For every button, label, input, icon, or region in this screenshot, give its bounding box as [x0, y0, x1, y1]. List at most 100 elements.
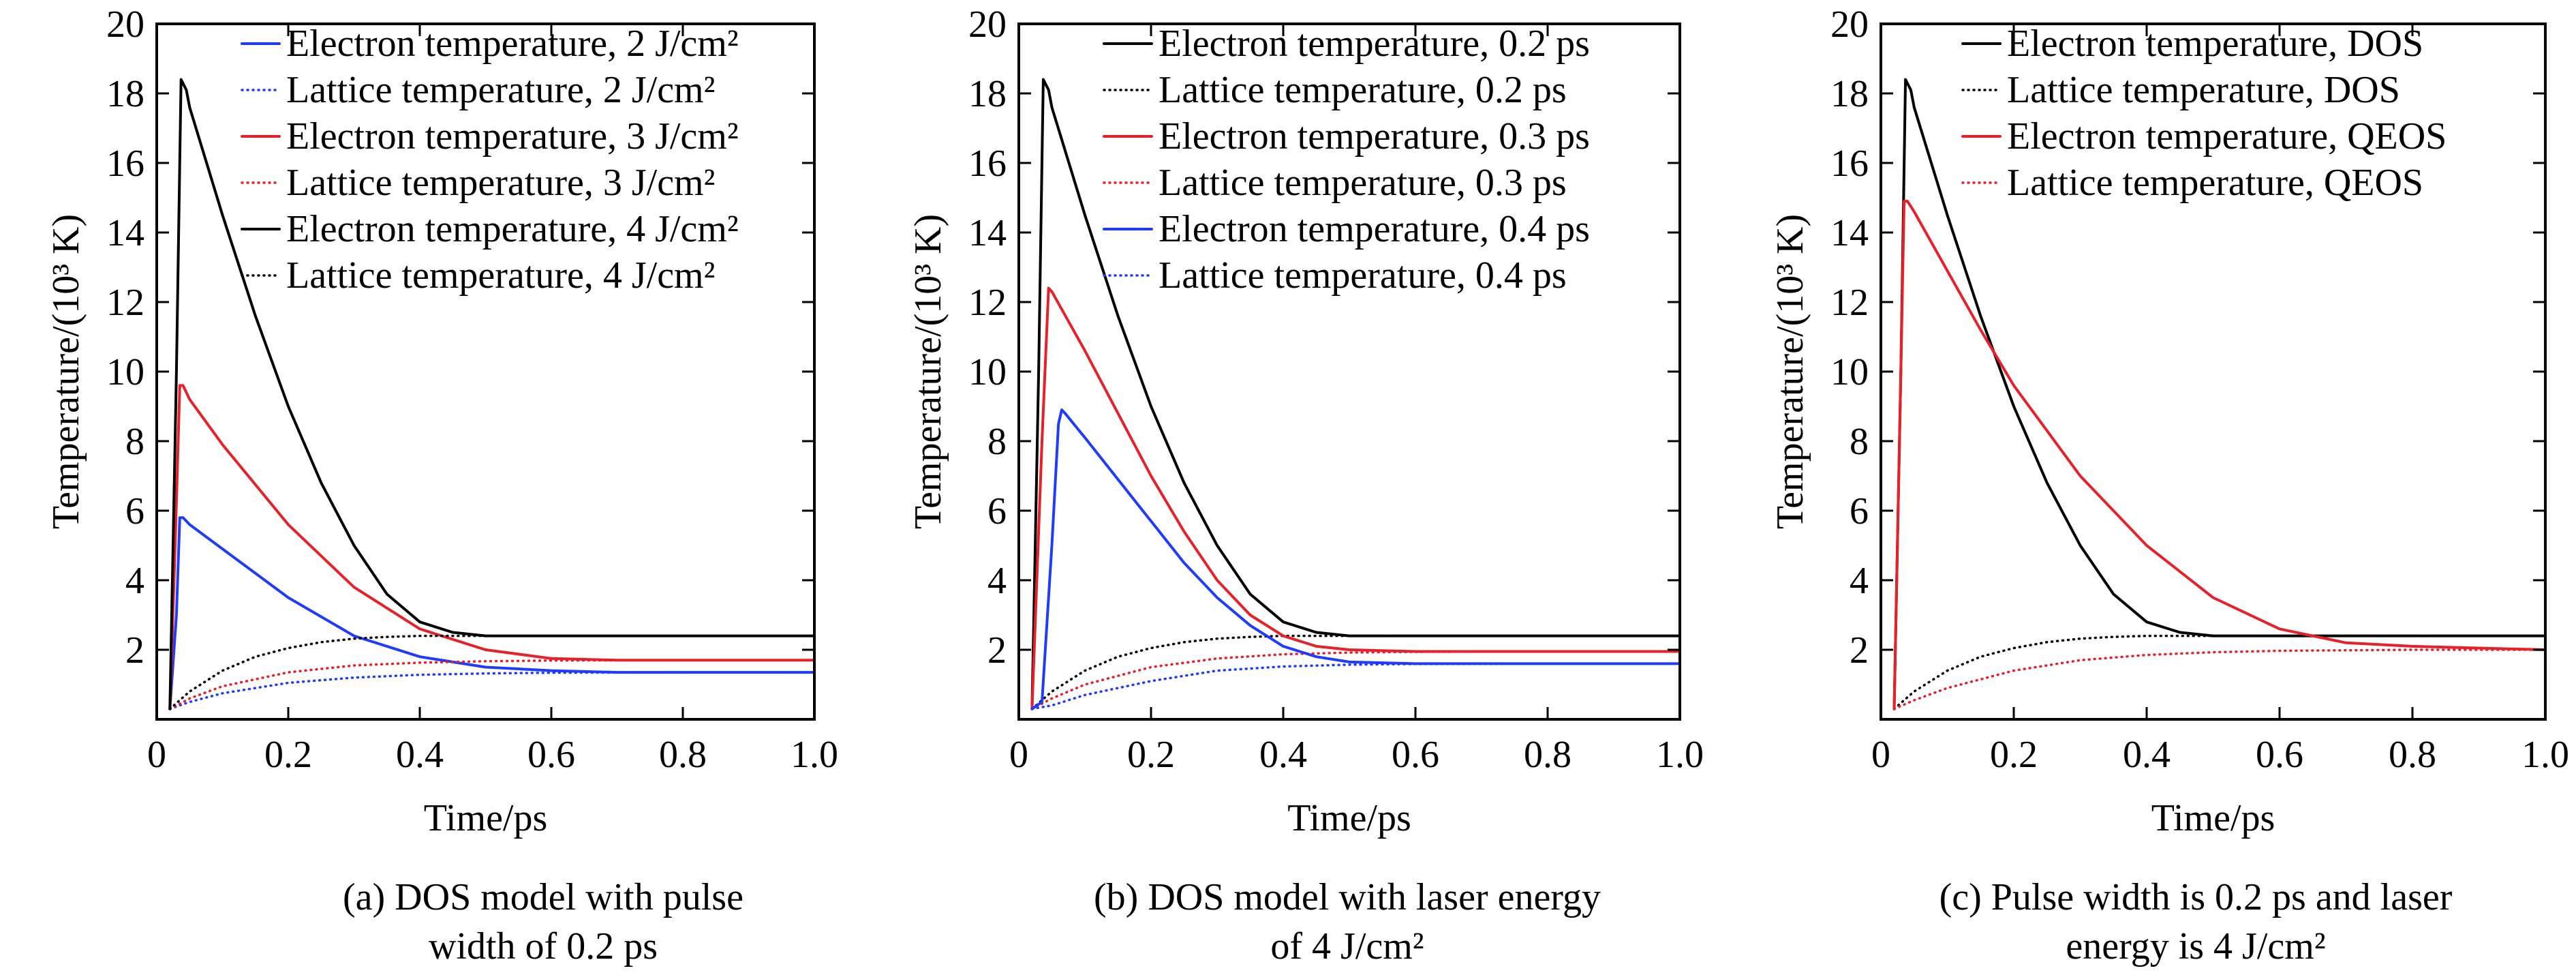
legend-label-5: Electron temperature, 0.4 ps [1159, 208, 1590, 250]
legend-label-4: Lattice temperature, QEOS [2007, 162, 2423, 204]
series-group [168, 78, 814, 710]
y-tick-label: 12 [106, 282, 144, 324]
caption-b-line2: of 4 J/cm² [1270, 925, 1424, 967]
caption-c-line2: energy is 4 J/cm² [2066, 925, 2326, 967]
legend-label-1: Electron temperature, 0.2 ps [1159, 22, 1590, 65]
caption-c-line1: (c) Pulse width is 0.2 ps and laser [1939, 876, 2453, 918]
x-tick-label: 0.6 [2256, 734, 2303, 776]
legend-label-6: Lattice temperature, 0.4 ps [1159, 254, 1567, 297]
x-tick-label: 1.0 [1656, 734, 1704, 776]
x-tick-label: 0.4 [1259, 734, 1307, 776]
x-tick-label: 0.8 [1524, 734, 1571, 776]
series-group [1892, 78, 2545, 710]
legend-label-1: Electron temperature, 2 J/cm² [286, 22, 739, 65]
y-tick-label: 10 [106, 351, 144, 393]
series-line-1 [1892, 78, 2545, 710]
y-tick-label: 16 [1830, 142, 1869, 185]
legend-label-3: Electron temperature, QEOS [2007, 115, 2447, 158]
x-tick-label: 0.4 [396, 734, 444, 776]
chart-panel-b: 0 0.2 0.4 0.6 0.8 1.0 2 4 6 8 10 12 14 16 18 20 Time/ps T… [907, 3, 1704, 839]
x-tick-label: 0 [147, 734, 166, 776]
series-line-2 [1892, 634, 2545, 710]
x-tick-label: 0.8 [2389, 734, 2436, 776]
x-axis-label: Time/ps [2151, 797, 2275, 839]
series-line-3 [1030, 286, 1680, 710]
x-axis-label: Time/ps [1287, 797, 1411, 839]
y-tick-label: 18 [1830, 73, 1869, 115]
caption-a-line2: width of 0.2 ps [429, 925, 658, 967]
x-tick-label: 0.6 [1392, 734, 1439, 776]
y-axis-label: Temperature/(10³ K) [907, 214, 949, 529]
legend-label-2: Lattice temperature, 2 J/cm² [286, 69, 715, 111]
series-line-2 [168, 671, 814, 710]
x-tick-label: 0.8 [659, 734, 707, 776]
legend-label-2: Lattice temperature, DOS [2007, 69, 2400, 111]
legend-label-3: Electron temperature, 3 J/cm² [286, 115, 739, 158]
x-tick-label: 0.2 [1990, 734, 2038, 776]
series-line-6 [1030, 662, 1680, 710]
y-tick-label: 6 [987, 490, 1007, 532]
series-line-5 [1030, 408, 1680, 710]
legend-label-1: Electron temperature, DOS [2007, 22, 2423, 65]
series-line-1 [1030, 78, 1680, 710]
y-axis-label: Temperature/(10³ K) [1769, 214, 1811, 529]
y-tick-label: 14 [1830, 212, 1869, 254]
y-tick-label: 10 [1830, 351, 1869, 393]
series-line-4 [1892, 648, 2545, 710]
legend-label-6: Lattice temperature, 4 J/cm² [286, 254, 715, 297]
y-tick-label: 18 [968, 73, 1007, 115]
series-line-6 [168, 634, 814, 710]
y-tick-label: 2 [1850, 629, 1869, 672]
series-line-2 [1030, 634, 1680, 710]
x-tick-label: 0.4 [2123, 734, 2171, 776]
legend-label-5: Electron temperature, 4 J/cm² [286, 208, 739, 250]
legend-label-3: Electron temperature, 0.3 ps [1159, 115, 1590, 158]
caption-a-line1: (a) DOS model with pulse [343, 876, 743, 918]
y-tick-label: 6 [1850, 490, 1869, 532]
y-tick-label: 2 [125, 629, 144, 672]
x-axis-label: Time/ps [424, 797, 548, 839]
x-tick-label: 0 [1009, 734, 1028, 776]
y-tick-label: 16 [106, 142, 144, 185]
y-tick-label: 10 [968, 351, 1007, 393]
y-tick-label: 8 [987, 421, 1007, 463]
x-tick-label: 0.2 [1127, 734, 1175, 776]
y-tick-label: 14 [106, 212, 144, 254]
series-line-4 [1030, 650, 1680, 710]
series-group [1030, 78, 1680, 710]
caption-b-line1: (b) DOS model with laser energy [1094, 876, 1601, 918]
y-tick-label: 20 [1830, 3, 1869, 46]
x-tick-label: 0 [1871, 734, 1890, 776]
x-tick-label: 0.2 [264, 734, 312, 776]
y-tick-label: 8 [125, 421, 144, 463]
y-tick-label: 4 [987, 560, 1007, 602]
chart-panel-c: 0 0.2 0.4 0.6 0.8 1.0 2 4 6 8 10 12 14 16 18 20 Time/ps T… [1769, 3, 2569, 839]
y-tick-label: 8 [1850, 421, 1869, 463]
series-line-1 [168, 516, 814, 710]
x-tick-label: 1.0 [791, 734, 838, 776]
series-line-3 [1892, 200, 2545, 710]
series-line-3 [168, 384, 814, 710]
legend-label-4: Lattice temperature, 0.3 ps [1159, 162, 1567, 204]
y-tick-label: 12 [1830, 282, 1869, 324]
y-tick-label: 20 [968, 3, 1007, 46]
x-tick-label: 1.0 [2521, 734, 2569, 776]
legend-label-4: Lattice temperature, 3 J/cm² [286, 162, 715, 204]
y-tick-label: 4 [125, 560, 144, 602]
y-tick-label: 2 [987, 629, 1007, 672]
y-tick-label: 16 [968, 142, 1007, 185]
y-tick-label: 14 [968, 212, 1007, 254]
caption-b: (b) DOS model with laser energy of 4 J/c… [972, 873, 1722, 971]
y-tick-label: 18 [106, 73, 144, 115]
legend-label-2: Lattice temperature, 0.2 ps [1159, 69, 1567, 111]
caption-a: (a) DOS model with pulse width of 0.2 ps [168, 873, 918, 971]
y-tick-label: 4 [1850, 560, 1869, 602]
caption-c: (c) Pulse width is 0.2 ps and laser ener… [1821, 873, 2571, 971]
y-tick-label: 6 [125, 490, 144, 532]
y-axis-label: Temperature/(10³ K) [45, 214, 87, 529]
series-line-4 [168, 659, 814, 710]
